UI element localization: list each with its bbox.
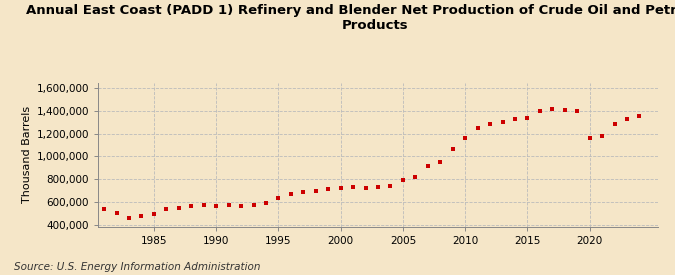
Point <box>360 185 371 190</box>
Point <box>585 135 595 140</box>
Point <box>211 204 221 209</box>
Point <box>423 164 433 168</box>
Point <box>236 204 246 208</box>
Point <box>535 109 545 114</box>
Point <box>161 207 171 211</box>
Point <box>448 147 458 151</box>
Point <box>572 109 583 113</box>
Point <box>335 186 346 190</box>
Point <box>198 203 209 207</box>
Point <box>547 106 558 111</box>
Point <box>560 108 570 112</box>
Point <box>323 187 333 191</box>
Point <box>373 185 383 189</box>
Point <box>223 203 234 207</box>
Point <box>136 214 147 218</box>
Point <box>348 185 358 189</box>
Point <box>609 122 620 126</box>
Point <box>124 216 134 220</box>
Point <box>298 189 308 194</box>
Point <box>510 117 520 122</box>
Point <box>497 120 508 125</box>
Point <box>248 203 259 207</box>
Point <box>435 160 446 164</box>
Point <box>398 177 408 182</box>
Point <box>273 196 284 200</box>
Text: Annual East Coast (PADD 1) Refinery and Blender Net Production of Crude Oil and : Annual East Coast (PADD 1) Refinery and … <box>26 4 675 32</box>
Point <box>460 136 470 141</box>
Point <box>286 192 296 196</box>
Point <box>634 114 645 118</box>
Point <box>310 189 321 193</box>
Y-axis label: Thousand Barrels: Thousand Barrels <box>22 106 32 203</box>
Point <box>261 201 271 205</box>
Text: Source: U.S. Energy Information Administration: Source: U.S. Energy Information Administ… <box>14 262 260 272</box>
Point <box>148 212 159 217</box>
Point <box>485 122 495 126</box>
Point <box>111 210 122 215</box>
Point <box>186 204 196 208</box>
Point <box>99 207 109 211</box>
Point <box>522 116 533 120</box>
Point <box>173 206 184 210</box>
Point <box>622 117 632 121</box>
Point <box>410 175 421 179</box>
Point <box>597 134 608 139</box>
Point <box>385 184 396 188</box>
Point <box>472 126 483 130</box>
